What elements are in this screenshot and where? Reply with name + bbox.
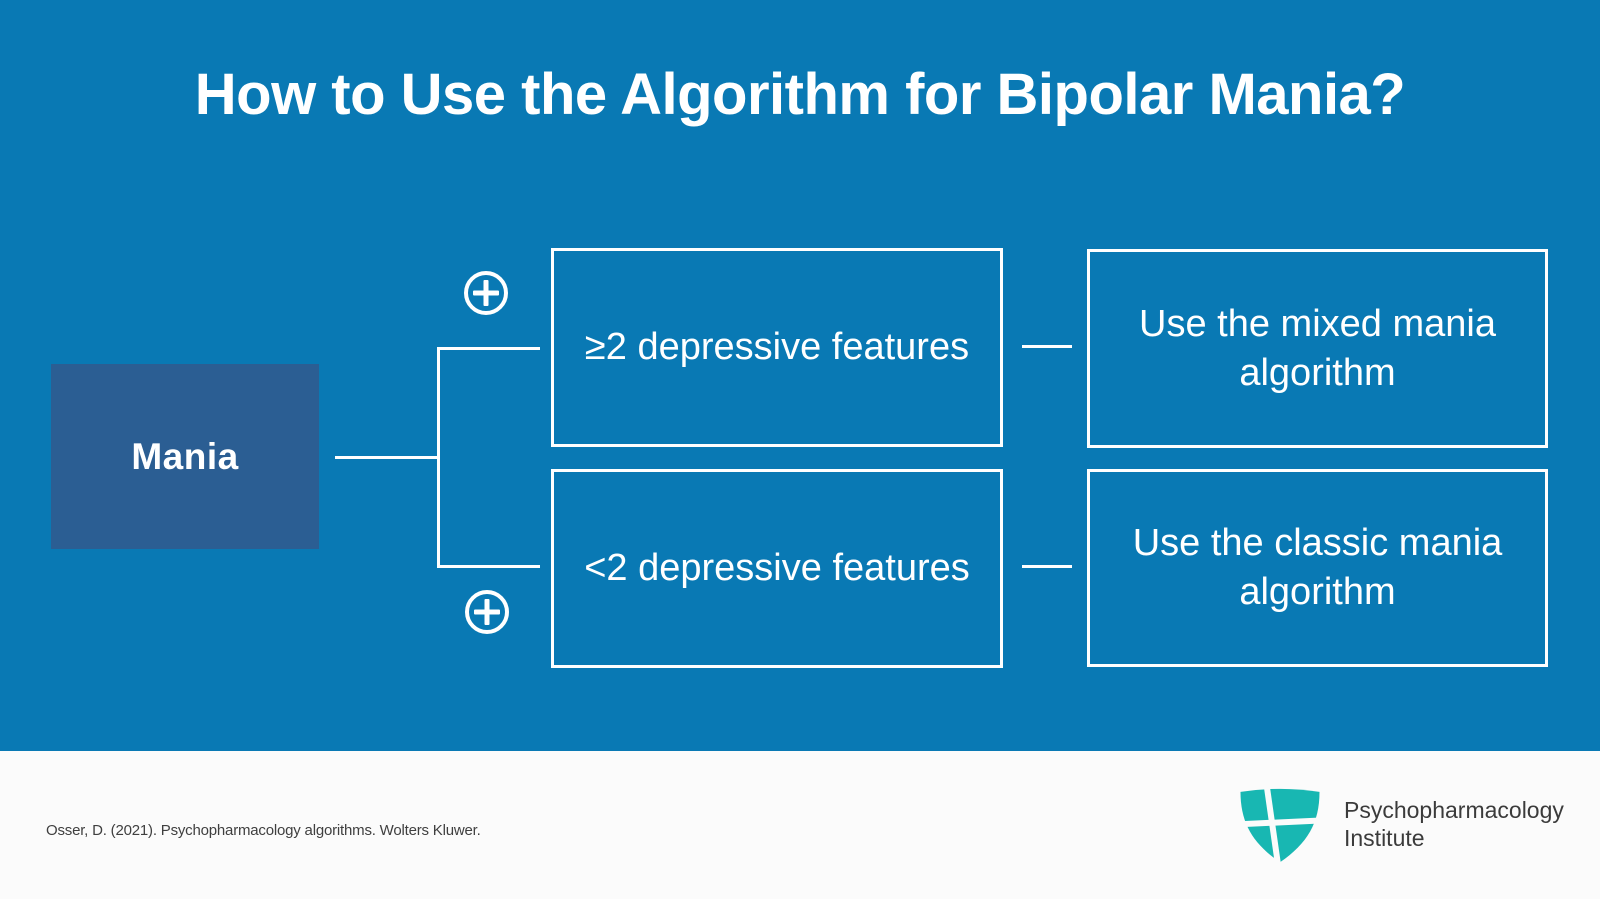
condition-box-classic: <2 depressive features <box>551 469 1003 668</box>
plus-bar-vertical <box>484 599 490 625</box>
citation-text: Osser, D. (2021). Psychopharmacology alg… <box>46 822 481 839</box>
branch-bracket-line <box>437 347 440 568</box>
branch-line-bottom <box>437 565 540 568</box>
logo-text-line1: Psychopharmacology <box>1344 797 1564 823</box>
plus-bar-vertical <box>483 280 489 306</box>
result-box-classic: Use the classic mania algorithm <box>1087 469 1548 667</box>
condition-box-mixed: ≥2 depressive features <box>551 248 1003 447</box>
result-connector-line-top <box>1022 345 1072 348</box>
mania-node-label: Mania <box>131 435 239 477</box>
condition-label: <2 depressive features <box>584 547 970 589</box>
logo-text-line2: Institute <box>1344 825 1425 851</box>
mania-node: Mania <box>51 364 319 549</box>
result-connector-line-bottom <box>1022 565 1072 568</box>
slide-title: How to Use the Algorithm for Bipolar Man… <box>194 62 1406 127</box>
psychopharmacology-institute-logo-text: Psychopharmacology Institute <box>1344 796 1564 852</box>
condition-label: ≥2 depressive features <box>584 326 970 368</box>
branch-line-top <box>437 347 540 350</box>
result-label: Use the mixed mania algorithm <box>1139 302 1496 394</box>
plus-circle-icon <box>464 271 508 315</box>
result-label: Use the classic mania algorithm <box>1132 522 1503 613</box>
mania-connector-line <box>335 456 437 459</box>
plus-circle-icon <box>465 590 509 634</box>
result-box-mixed: Use the mixed mania algorithm <box>1087 249 1548 448</box>
psychopharmacology-institute-shield-icon <box>1237 785 1323 864</box>
